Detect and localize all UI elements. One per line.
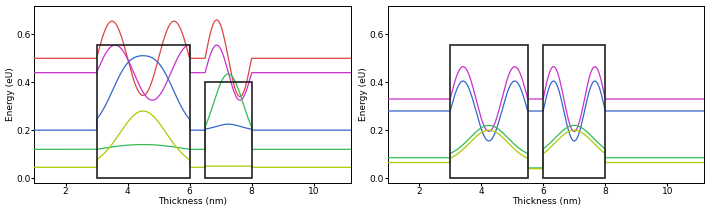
Y-axis label: Energy (eU): Energy (eU) <box>359 67 368 121</box>
Bar <box>450 45 528 178</box>
X-axis label: Thickness (nm): Thickness (nm) <box>512 197 581 206</box>
Bar <box>205 82 251 178</box>
Bar <box>97 45 190 178</box>
Y-axis label: Energy (eU): Energy (eU) <box>6 67 15 121</box>
Bar <box>543 45 605 178</box>
X-axis label: Thickness (nm): Thickness (nm) <box>158 197 227 206</box>
